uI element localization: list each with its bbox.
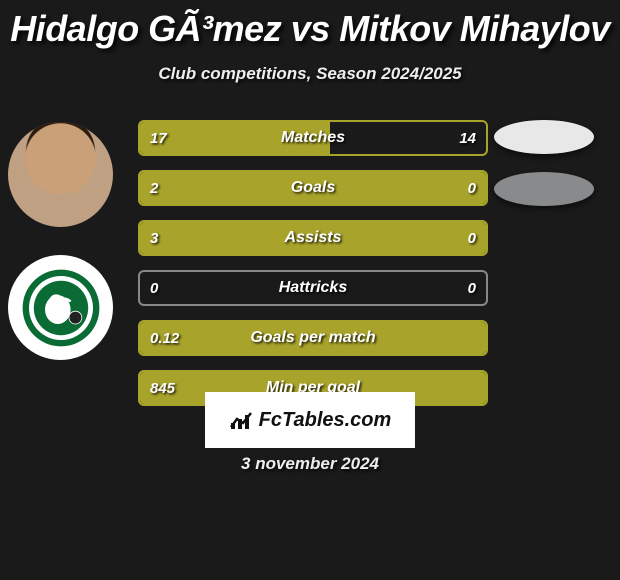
stat-bar-fill [140, 122, 330, 154]
form-oval [494, 172, 594, 206]
stat-bar: 30Assists [138, 220, 488, 256]
stat-bar-fill [140, 322, 486, 354]
stat-value-left: 2 [150, 172, 158, 204]
stat-value-left: 845 [150, 372, 175, 404]
stat-label: Hattricks [140, 272, 486, 304]
stat-value-left: 17 [150, 122, 167, 154]
comparison-card: Hidalgo GÃ³mez vs Mitkov Mihaylov Club c… [0, 0, 620, 580]
form-ovals [494, 120, 604, 224]
stat-value-right: 14 [459, 122, 476, 154]
stat-value-left: 3 [150, 222, 158, 254]
stat-bar: 20Goals [138, 170, 488, 206]
stat-bar: 0 0Hattricks [138, 270, 488, 306]
club-crest-icon [8, 255, 113, 360]
stat-value-left: 0 [150, 272, 158, 304]
page-subtitle: Club competitions, Season 2024/2025 [0, 64, 620, 84]
player2-avatar [8, 255, 113, 360]
stat-value-right: 0 [468, 222, 476, 254]
footer-date: 3 november 2024 [0, 454, 620, 474]
stat-bar-fill [140, 172, 486, 204]
avatars-column [8, 122, 118, 360]
stat-value-right: 0 [468, 172, 476, 204]
brand-text: FcTables.com [259, 409, 392, 432]
player1-avatar [8, 122, 113, 227]
stat-bar-fill [140, 222, 486, 254]
stat-value-right: 0 [468, 272, 476, 304]
stat-bar: 0.12Goals per match [138, 320, 488, 356]
stat-value-left: 0.12 [150, 322, 179, 354]
form-oval [494, 120, 594, 154]
brand-logo: FcTables.com [229, 409, 392, 432]
page-title: Hidalgo GÃ³mez vs Mitkov Mihaylov [0, 0, 620, 50]
stat-bar: 1714Matches [138, 120, 488, 156]
stat-bars: 1714Matches20Goals30Assists00Hattricks0.… [138, 120, 488, 420]
footer-attribution[interactable]: FcTables.com [205, 392, 415, 448]
face-icon [8, 122, 113, 227]
chart-icon [229, 409, 255, 431]
